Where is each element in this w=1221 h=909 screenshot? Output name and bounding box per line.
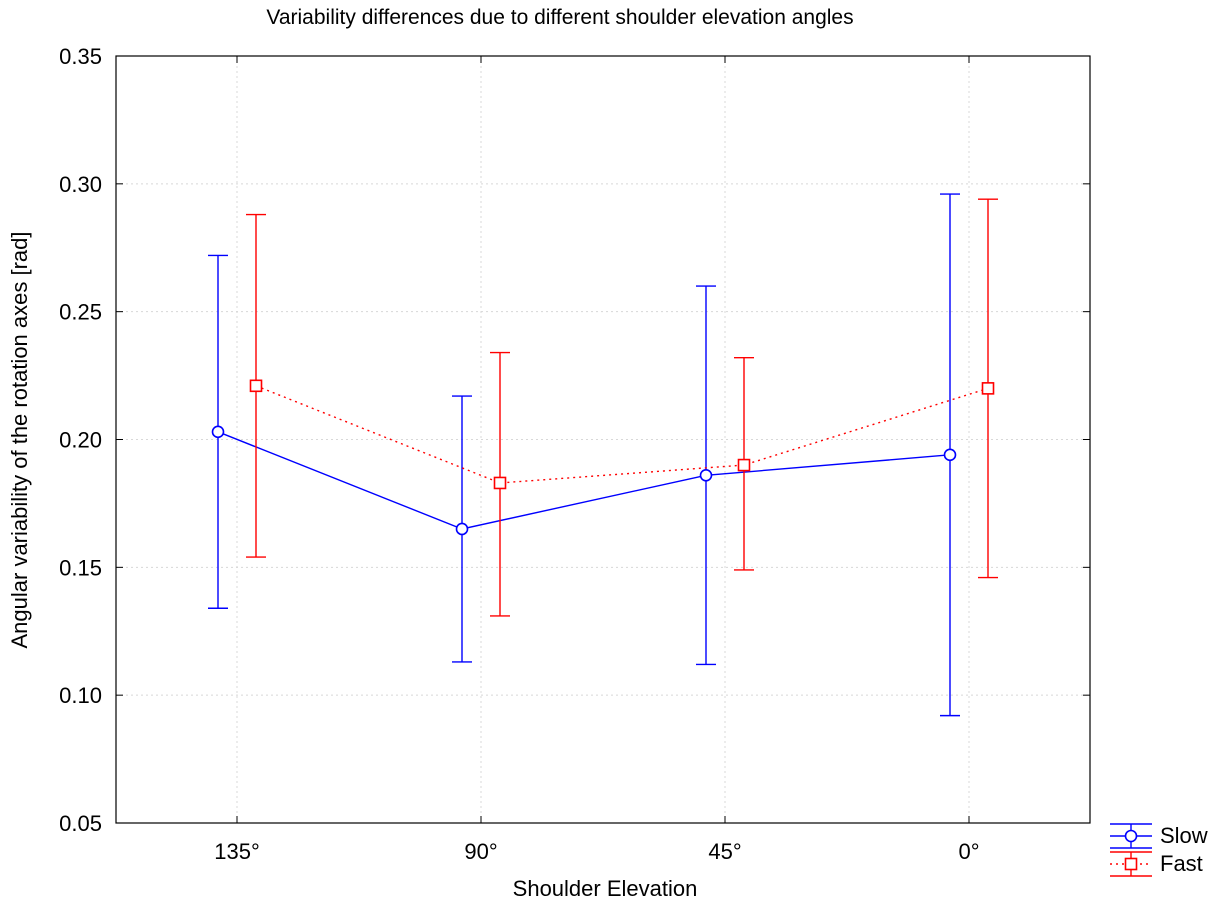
y-tick-label: 0.10	[59, 683, 102, 708]
legend-marker	[1124, 857, 1138, 871]
x-axis: 135° 90° 45° 0°	[214, 56, 980, 864]
y-axis: 0.05 0.10 0.15 0.20 0.25 0.30 0.35	[59, 44, 1090, 836]
chart-title: Variability differences due to different…	[266, 6, 853, 29]
data-point	[211, 425, 225, 439]
y-tick-label: 0.30	[59, 172, 102, 197]
y-tick-label: 0.15	[59, 555, 102, 580]
x-tick-label: 135°	[214, 839, 260, 864]
legend-marker	[1124, 829, 1138, 843]
legend-label: Fast	[1160, 851, 1203, 876]
y-tick-label: 0.35	[59, 44, 102, 69]
legend-item-slow: Slow	[1110, 823, 1208, 849]
legend-item-fast: Fast	[1110, 851, 1203, 877]
series-group	[208, 193, 998, 717]
series-slow	[208, 193, 960, 717]
data-point	[249, 379, 263, 393]
series-line	[217, 431, 951, 530]
data-point	[493, 476, 507, 490]
series-fast	[246, 198, 998, 617]
y-axis-label: Angular variability of the rotation axes…	[7, 231, 32, 648]
legend: Slow Fast	[1110, 823, 1208, 877]
legend-label: Slow	[1160, 823, 1208, 848]
x-tick-label: 0°	[958, 839, 979, 864]
data-point	[737, 458, 751, 472]
series-line	[255, 385, 989, 484]
y-tick-label: 0.05	[59, 811, 102, 836]
data-point	[455, 522, 469, 536]
grid	[116, 56, 1090, 823]
x-tick-label: 45°	[708, 839, 741, 864]
x-tick-label: 90°	[464, 839, 497, 864]
data-point	[943, 448, 957, 462]
data-point	[699, 468, 713, 482]
y-tick-label: 0.25	[59, 300, 102, 325]
y-tick-label: 0.20	[59, 428, 102, 453]
data-point	[981, 382, 995, 395]
x-axis-label: Shoulder Elevation	[513, 876, 698, 901]
